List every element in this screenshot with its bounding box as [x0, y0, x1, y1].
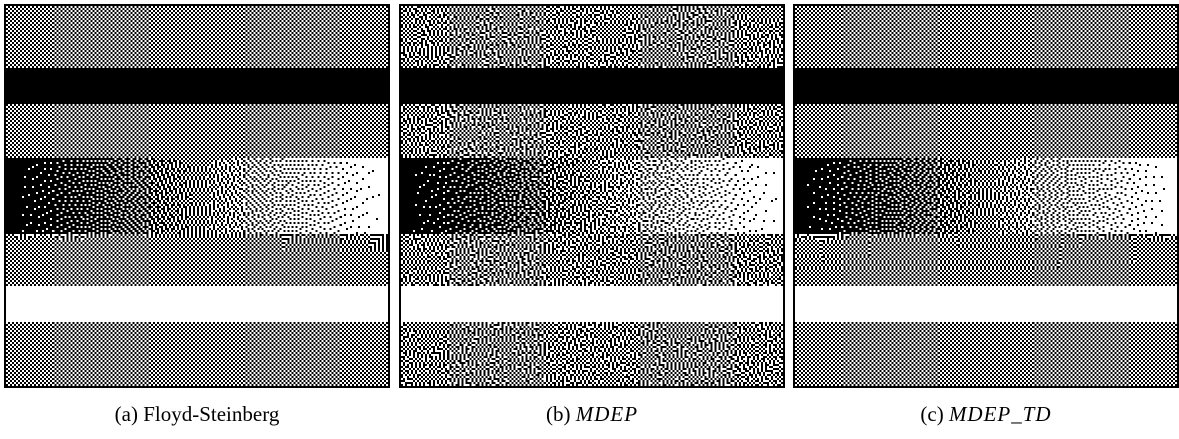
caption-title: MDEP_TD	[948, 402, 1052, 426]
caption-a: (a) Floyd-Steinberg	[4, 402, 390, 427]
halftone-canvas-c	[795, 6, 1177, 386]
caption-c: (c) MDEP_TD	[793, 402, 1179, 427]
halftone-image-mdep	[399, 4, 785, 388]
caption-title: MDEP	[575, 402, 639, 426]
halftone-image-mdep-td	[793, 4, 1179, 388]
halftone-canvas-a	[6, 6, 388, 386]
caption-prefix: (c)	[920, 402, 944, 426]
halftone-canvas-b	[401, 6, 783, 386]
caption-b: (b) MDEP	[399, 402, 785, 427]
halftone-image-floyd-steinberg	[4, 4, 390, 388]
caption-prefix: (b)	[545, 402, 571, 426]
caption-title: Floyd-Steinberg	[143, 402, 280, 426]
caption-prefix: (a)	[114, 402, 138, 426]
